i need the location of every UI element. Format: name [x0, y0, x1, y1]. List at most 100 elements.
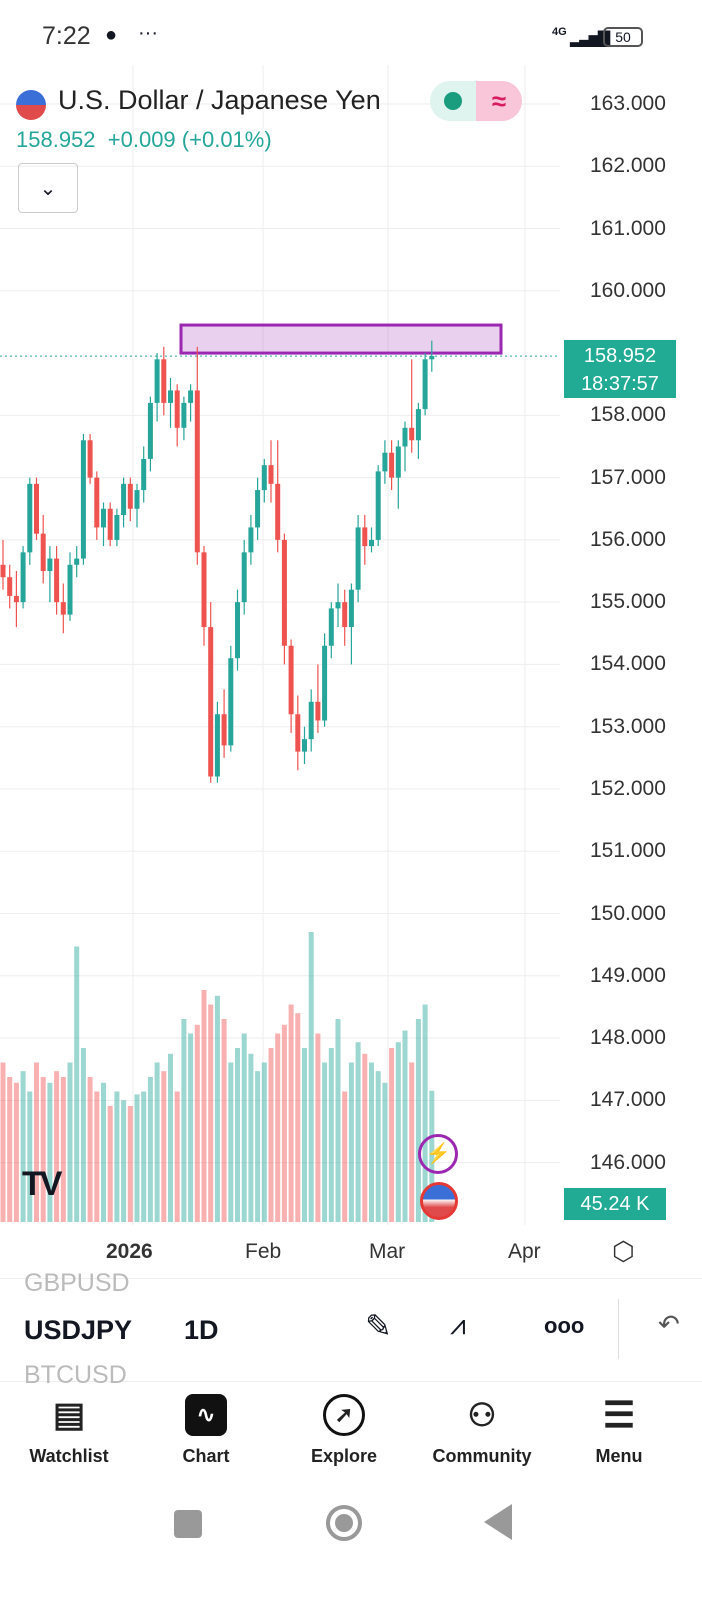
candle-body [127, 483, 133, 509]
price-chart[interactable] [0, 0, 702, 1225]
more-icon[interactable]: ooo [544, 1313, 585, 1338]
volume-bar [295, 1013, 301, 1222]
candle-body [335, 602, 341, 609]
last-price: 158.952 [16, 127, 96, 152]
nav-watchlist[interactable]: ▤ Watchlist [9, 1392, 129, 1467]
candle-body [402, 427, 408, 447]
bar-countdown: 18:37:57 [581, 373, 659, 395]
volume-bar [389, 1048, 395, 1222]
price-label: 162.000 [590, 154, 666, 178]
events-flag-icon[interactable] [420, 1182, 458, 1220]
volume-bar [27, 1091, 33, 1222]
candle-body [147, 402, 153, 459]
candle-body [315, 701, 321, 721]
candle-body [54, 558, 60, 603]
candle-body [302, 739, 307, 752]
volume-bar [20, 1071, 26, 1222]
current-symbol[interactable]: USDJPY [24, 1315, 133, 1345]
candle-body [228, 658, 234, 746]
volume-bar [221, 1019, 227, 1222]
candle-body [134, 490, 140, 509]
volume-bar [241, 1033, 247, 1222]
volume-bar [181, 1019, 187, 1222]
next-symbol[interactable]: BTCUSD [24, 1361, 127, 1389]
status-bar: 7:22 ● ··· 4G ▂▃▅▇ 50 [0, 0, 702, 65]
volume-bar [415, 1019, 421, 1222]
expand-legend-button[interactable]: ⌄ [18, 163, 78, 213]
prev-symbol[interactable]: GBPUSD [24, 1269, 130, 1297]
volume-bar [40, 1077, 46, 1222]
nav-label: Chart [182, 1446, 230, 1466]
community-icon: ⚇ [467, 1397, 497, 1433]
us-flag-icon [16, 90, 46, 120]
market-status-pill[interactable]: ≈ [430, 81, 522, 121]
volume-bar [281, 1024, 287, 1222]
candle-body [154, 359, 160, 403]
interval-button[interactable]: 1D [184, 1315, 219, 1345]
candle-body [188, 390, 194, 403]
candle-body [382, 452, 388, 472]
volume-bar [134, 1094, 140, 1222]
candle-body [275, 483, 281, 540]
price-label: 153.000 [590, 714, 666, 738]
price-label: 163.000 [590, 92, 666, 115]
volume-bar [34, 1062, 39, 1222]
indicators-icon[interactable]: ⩘ [450, 1309, 466, 1340]
candle-body [194, 390, 200, 553]
volume-bar [322, 1062, 328, 1222]
candle-body [248, 527, 254, 553]
volume-bar [154, 1062, 160, 1222]
candle-body [235, 602, 240, 659]
volume-bar [94, 1091, 100, 1222]
market-open-icon [444, 92, 462, 110]
volume-bar [248, 1053, 254, 1222]
volume-bar [402, 1030, 408, 1222]
candle-body [74, 558, 80, 565]
candle-body [121, 483, 127, 515]
candle-body [181, 402, 187, 428]
candle-body [168, 390, 173, 403]
price-label: 147.000 [590, 1088, 666, 1112]
resistance-zone [179, 323, 503, 355]
price-label: 151.000 [590, 839, 666, 863]
candle-body [94, 477, 100, 528]
time-label: Mar [369, 1240, 406, 1263]
lightning-icon[interactable]: ⚡ [418, 1134, 458, 1174]
recents-button[interactable] [174, 1510, 202, 1538]
drawing-pencil-icon[interactable]: ✎ [365, 1308, 392, 1344]
nav-menu[interactable]: ☰ Menu [559, 1392, 679, 1467]
volume-bar [67, 1062, 73, 1222]
candle-body [369, 539, 374, 547]
volume-bar [275, 1033, 281, 1222]
volume-bar [395, 1042, 401, 1222]
candle-body [355, 527, 361, 590]
candle-body [141, 458, 147, 491]
candle-body [375, 471, 381, 540]
volume-bar [127, 1106, 133, 1222]
last-price-tag-value: 158.952 [583, 345, 657, 367]
back-button[interactable] [484, 1504, 512, 1540]
home-button[interactable] [326, 1505, 362, 1541]
volume-bar [261, 1062, 267, 1222]
volume-bar [348, 1062, 354, 1222]
chart-settings-icon[interactable]: ⬡ [612, 1236, 635, 1266]
time-label: Feb [245, 1240, 282, 1263]
volume-bar [7, 1077, 13, 1222]
candle-body [362, 527, 368, 547]
chevron-down-icon: ⌄ [39, 177, 57, 200]
volume-bar [168, 1053, 173, 1222]
candle-body [255, 490, 261, 528]
symbol-title[interactable]: U.S. Dollar / Japanese Yen [58, 85, 381, 115]
candle-body [13, 595, 19, 603]
candle-body [241, 552, 247, 603]
undo-icon[interactable]: ↶ [658, 1309, 680, 1339]
candle-body [67, 564, 73, 615]
volume-bar [409, 1062, 415, 1222]
nav-chart[interactable]: ∿ Chart [146, 1392, 266, 1467]
signal-icon: ▂▃▅▇ [570, 30, 610, 47]
hamburger-icon: ☰ [602, 1394, 636, 1435]
nav-community[interactable]: ⚇ Community [422, 1392, 542, 1467]
volume-bar [74, 946, 80, 1222]
nav-explore[interactable]: ➚ Explore [284, 1392, 404, 1467]
last-price-tag: 158.952 18:37:57 [564, 340, 676, 398]
